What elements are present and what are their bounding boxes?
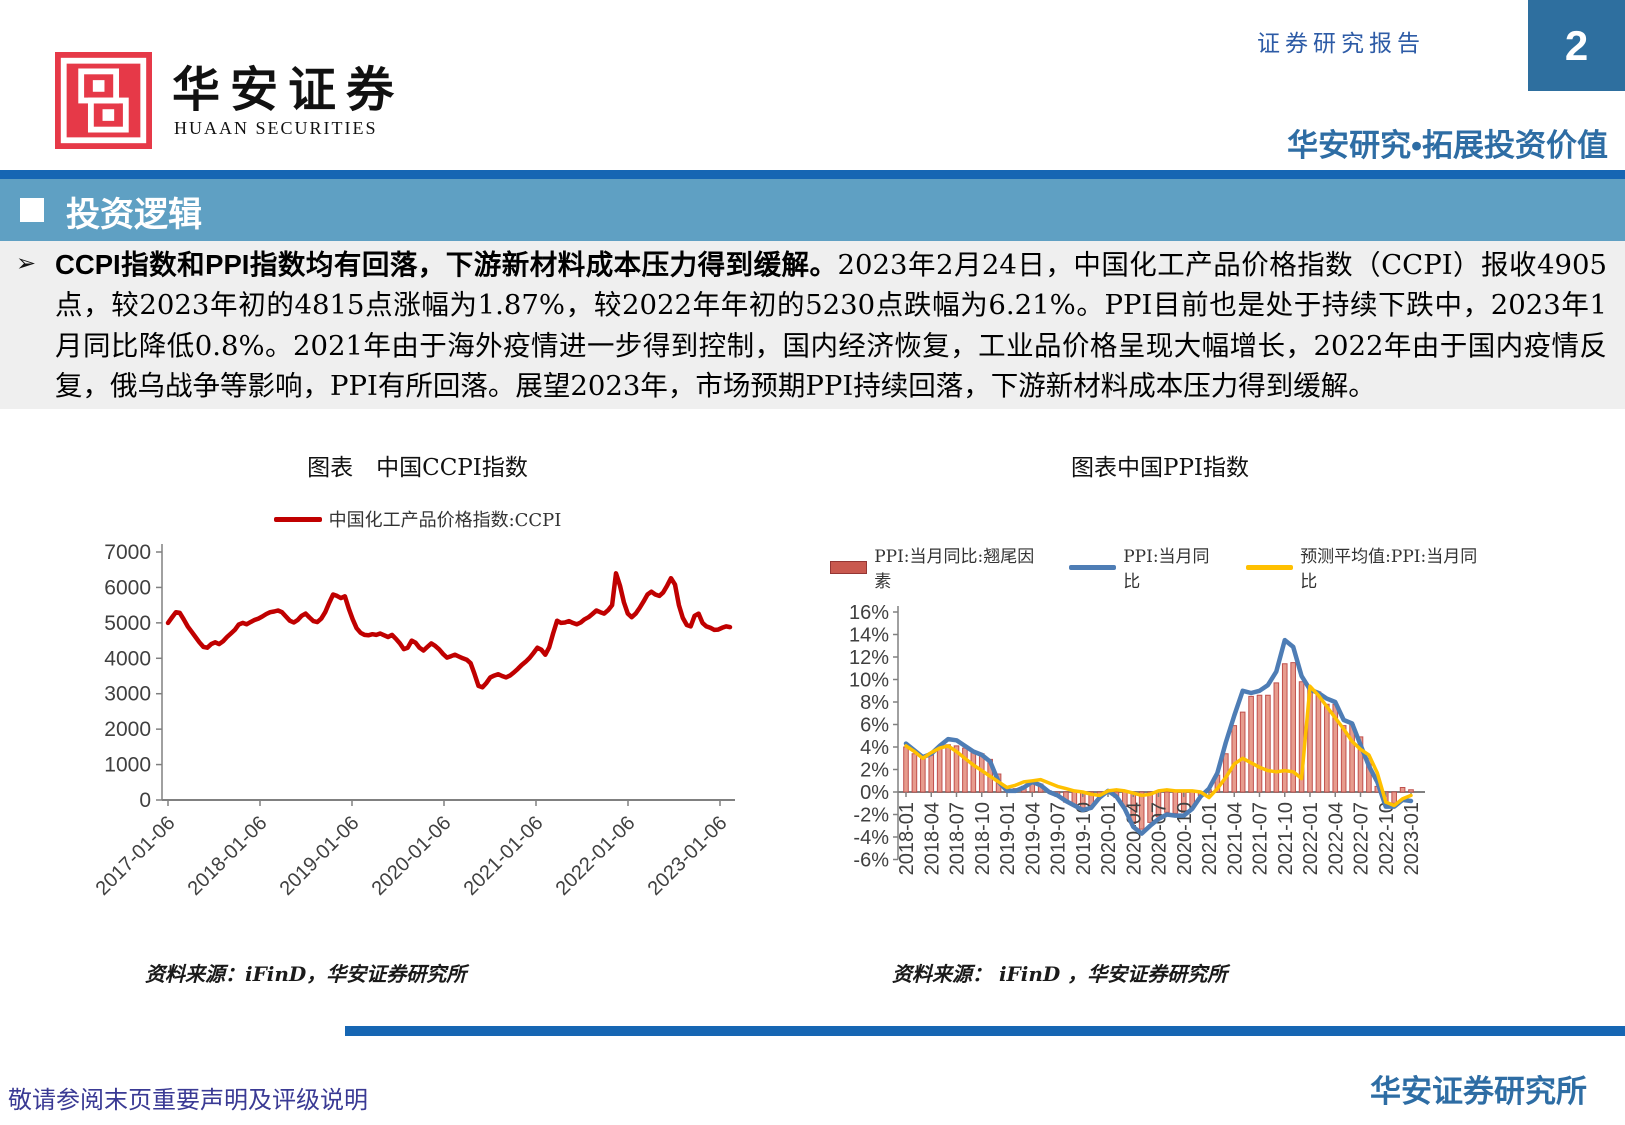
svg-text:2021-07: 2021-07	[1250, 802, 1272, 875]
svg-text:3000: 3000	[104, 683, 151, 706]
svg-text:2023-01: 2023-01	[1401, 802, 1423, 875]
svg-text:2019-01: 2019-01	[997, 802, 1019, 875]
svg-text:2022-01: 2022-01	[1300, 802, 1322, 875]
paragraph-body: 2023年2月24日，中国化工产品价格指数（CCPI）报收4905点，较2023…	[55, 249, 1607, 402]
ccpi-legend: 中国化工产品价格指数:CCPI	[90, 506, 745, 532]
report-type-label: 证券研究报告	[1257, 31, 1425, 56]
svg-text:6%: 6%	[860, 715, 889, 737]
ccpi-legend-label: 中国化工产品价格指数:CCPI	[328, 510, 562, 531]
brand-slogan: 华安研究•拓展投资价值	[1287, 128, 1608, 163]
svg-text:2021-10: 2021-10	[1275, 802, 1297, 875]
page-number: 2	[1564, 21, 1589, 69]
svg-text:2019-04: 2019-04	[1022, 802, 1044, 875]
ppi-yoy-legend-label: PPI:当月同比	[1123, 547, 1210, 592]
svg-text:2022-01-06: 2022-01-06	[552, 812, 640, 900]
footer-divider	[345, 1026, 1625, 1036]
svg-text:2022-07: 2022-07	[1351, 802, 1373, 875]
ppi-yoy-swatch-icon	[1069, 564, 1117, 570]
svg-text:2020-01-06: 2020-01-06	[368, 812, 456, 900]
svg-text:2022-10: 2022-10	[1376, 802, 1398, 875]
svg-text:2019-10: 2019-10	[1073, 802, 1095, 875]
svg-text:10%: 10%	[849, 670, 889, 692]
ppi-legend-item-forecast: 预测平均值:PPI:当月同比	[1246, 542, 1490, 592]
svg-text:0%: 0%	[860, 782, 889, 804]
ppi-bar-legend-label: PPI:当月同比:翘尾因素	[874, 547, 1035, 592]
svg-text:2021-01-06: 2021-01-06	[460, 812, 548, 900]
section-bullet-square	[20, 198, 44, 222]
ppi-bar-swatch-icon	[830, 560, 868, 574]
list-arrow-icon: ➢	[16, 250, 37, 277]
ccpi-line-swatch-icon	[273, 516, 322, 522]
ppi-forecast-swatch-icon	[1246, 564, 1294, 570]
disclaimer-text: 敬请参阅末页重要声明及评级说明	[8, 1087, 368, 1114]
svg-text:6000: 6000	[104, 576, 151, 599]
svg-text:4%: 4%	[860, 737, 889, 759]
svg-text:2020-01: 2020-01	[1098, 802, 1120, 875]
svg-text:16%: 16%	[849, 602, 889, 624]
svg-text:2020-10: 2020-10	[1174, 802, 1196, 875]
svg-text:2022-04: 2022-04	[1325, 802, 1347, 875]
ccpi-chart-title: 图表 中国CCPI指数	[307, 455, 528, 481]
svg-text:5000: 5000	[104, 612, 151, 635]
ppi-source-note: 资料来源： iFinD ，华安证券研究所	[892, 962, 1228, 986]
logo-english-name: HUAAN SECURITIES	[174, 118, 378, 138]
svg-text:2018-01: 2018-01	[896, 802, 918, 875]
svg-text:2018-01-06: 2018-01-06	[184, 812, 272, 900]
ppi-combo-chart: 16%14%12%10%8%6%4%2%0%-2%-4%-6% 2018-01 20…	[849, 602, 1425, 875]
svg-text:0: 0	[139, 789, 151, 812]
ppi-legend-item-yoy: PPI:当月同比	[1069, 542, 1224, 592]
svg-text:2023-01-06: 2023-01-06	[644, 812, 732, 900]
svg-text:8%: 8%	[860, 692, 889, 714]
ccpi-legend-item: 中国化工产品价格指数:CCPI	[273, 506, 562, 532]
svg-text:2018-04: 2018-04	[921, 802, 943, 875]
svg-text:2021-04: 2021-04	[1224, 802, 1246, 875]
ppi-forecast-legend-label: 预测平均值:PPI:当月同比	[1300, 547, 1478, 592]
svg-text:2021-01: 2021-01	[1199, 802, 1221, 875]
ppi-legend-item-bars: PPI:当月同比:翘尾因素	[830, 542, 1047, 592]
section-title: 投资逻辑	[66, 195, 202, 235]
svg-text:4000: 4000	[104, 647, 151, 670]
svg-text:2000: 2000	[104, 718, 151, 741]
svg-text:2018-07: 2018-07	[947, 802, 969, 875]
page-number-box: 2	[1528, 0, 1625, 91]
paragraph-lead: CCPI指数和PPI指数均有回落，下游新材料成本压力得到缓解。	[55, 249, 838, 280]
svg-text:-4%: -4%	[853, 827, 889, 849]
ccpi-source-note: 资料来源：iFinD，华安证券研究所	[145, 962, 467, 986]
svg-text:2018-10: 2018-10	[972, 802, 994, 875]
svg-text:-6%: -6%	[853, 850, 889, 872]
ccpi-chart-card: 图表 中国CCPI指数 中国化工产品价格指数:CCPI 7000 6000 5000…	[90, 430, 745, 1000]
svg-text:12%: 12%	[849, 647, 889, 669]
svg-text:14%: 14%	[849, 625, 889, 647]
ppi-legend: PPI:当月同比:翘尾因素 PPI:当月同比 预测平均值:PPI:当月同比	[830, 542, 1490, 592]
investment-logic-paragraph: CCPI指数和PPI指数均有回落，下游新材料成本压力得到缓解。2023年2月24…	[55, 245, 1607, 406]
investment-logic-block: ➢ CCPI指数和PPI指数均有回落，下游新材料成本压力得到缓解。2023年2月…	[0, 241, 1625, 409]
ppi-chart-card: 图表中国PPI指数 PPI:当月同比:翘尾因素 PPI:当月同比 预测平均值:P…	[830, 430, 1490, 1000]
svg-text:2019-01-06: 2019-01-06	[276, 812, 364, 900]
svg-text:7000: 7000	[104, 541, 151, 564]
svg-text:1000: 1000	[104, 754, 151, 777]
header-divider	[0, 170, 1625, 179]
huaan-logo-icon	[55, 52, 152, 149]
svg-text:2019-07: 2019-07	[1048, 802, 1070, 875]
svg-text:2017-01-06: 2017-01-06	[92, 812, 180, 900]
section-band: 投资逻辑	[0, 179, 1625, 241]
logo-chinese-name: 华安证券	[172, 62, 405, 118]
svg-text:2%: 2%	[860, 760, 889, 782]
ppi-chart-title: 图表中国PPI指数	[1070, 455, 1250, 481]
institute-name: 华安证券研究所	[1370, 1074, 1587, 1109]
svg-text:-2%: -2%	[853, 805, 889, 827]
